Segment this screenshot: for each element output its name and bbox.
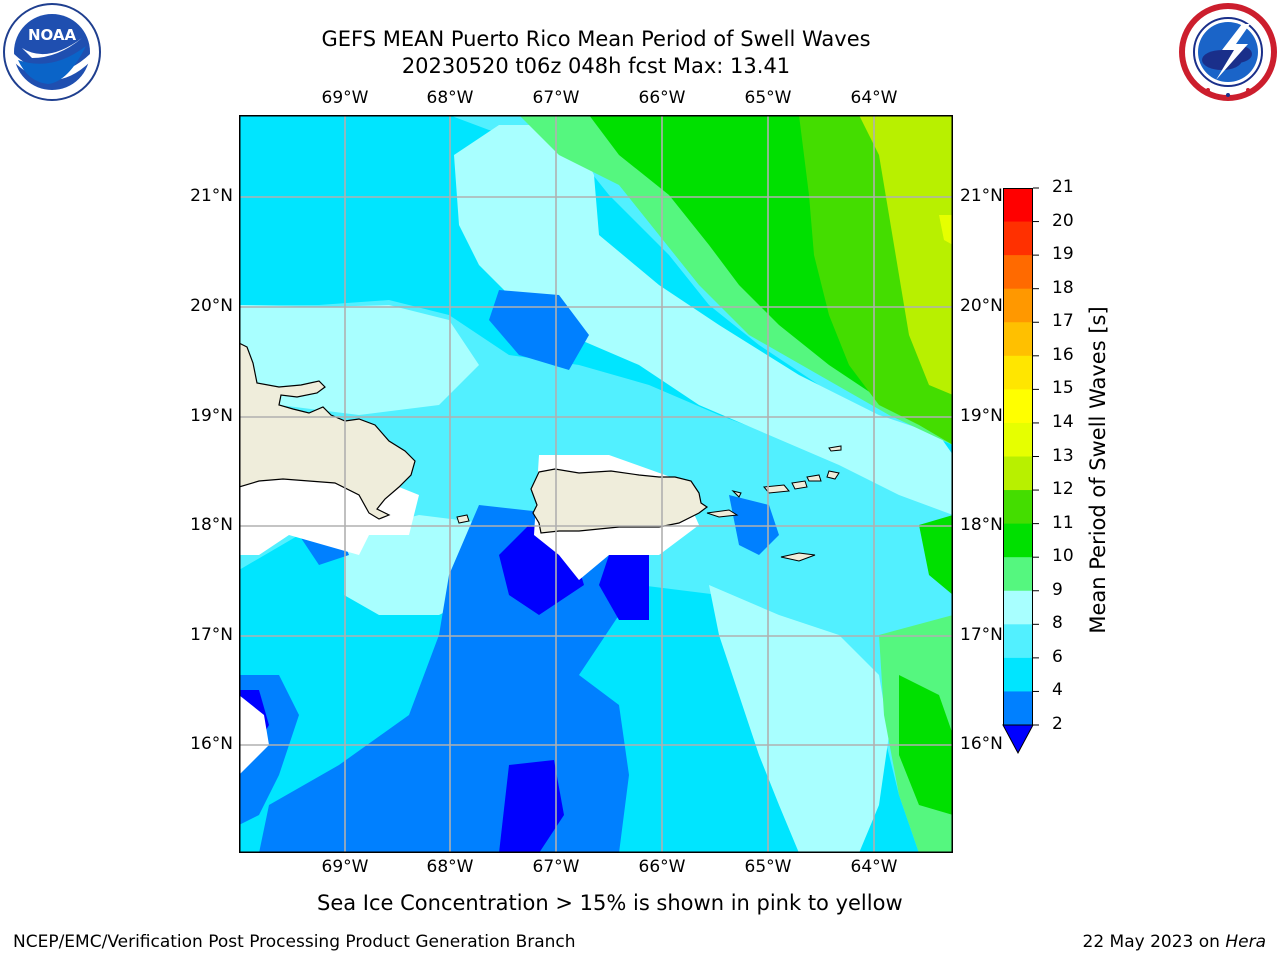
colorbar-tick-label: 15 bbox=[1052, 378, 1074, 399]
lat-label-left-17n: 17°N bbox=[190, 625, 233, 645]
swell-field-2-4-east bbox=[729, 495, 779, 555]
swell-field-8-9-southeast bbox=[709, 585, 889, 853]
colorbar-segment bbox=[1003, 590, 1033, 625]
colorbar-segment bbox=[1003, 657, 1033, 692]
lon-label-bottom-68w: 68°W bbox=[426, 857, 474, 877]
lat-label-right-20n: 20°N bbox=[960, 296, 1003, 316]
swell-field-12-13 bbox=[859, 115, 953, 395]
island-vieques bbox=[706, 509, 739, 518]
footer-machine: Hera bbox=[1225, 932, 1266, 952]
island-culebra bbox=[731, 490, 742, 498]
colorbar-segment bbox=[1003, 288, 1033, 323]
lon-label-top-65w: 65°W bbox=[744, 88, 792, 108]
lat-label-right-19n: 19°N bbox=[960, 406, 1003, 426]
colorbar-tick-label: 10 bbox=[1052, 546, 1074, 567]
swell-field-0-2-c bbox=[499, 760, 564, 853]
colorbar-frame bbox=[1003, 188, 1033, 726]
sea-ice-note: Sea Ice Concentration > 15% is shown in … bbox=[317, 891, 903, 915]
land-puerto-rico bbox=[530, 468, 709, 534]
lon-label-top-69w: 69°W bbox=[321, 88, 369, 108]
lat-label-right-16n: 16°N bbox=[960, 734, 1003, 754]
colorbar-segment bbox=[1003, 255, 1033, 290]
lat-label-right-21n: 21°N bbox=[960, 186, 1003, 206]
colorbar-tick-label: 4 bbox=[1052, 680, 1063, 701]
swell-period-map bbox=[239, 115, 953, 853]
colorbar-segment bbox=[1003, 624, 1033, 659]
colorbar-tick-label: 14 bbox=[1052, 411, 1074, 432]
colorbar-segment bbox=[1003, 422, 1033, 457]
colorbar-extend-arrow bbox=[1002, 724, 1034, 755]
colorbar-tick-label: 8 bbox=[1052, 613, 1063, 634]
colorbar-tick-label: 19 bbox=[1052, 244, 1074, 265]
colorbar-tick-label: 11 bbox=[1052, 512, 1074, 533]
lat-label-left-21n: 21°N bbox=[190, 186, 233, 206]
lat-label-left-20n: 20°N bbox=[190, 296, 233, 316]
noaa-logo: NOAA bbox=[3, 3, 101, 101]
colorbar-segment bbox=[1003, 490, 1033, 525]
lat-label-left-19n: 19°N bbox=[190, 406, 233, 426]
footer-date: 22 May 2023 on Hera bbox=[1083, 932, 1267, 952]
noaa-logo-text: NOAA bbox=[28, 26, 77, 44]
land-hispaniola bbox=[239, 342, 416, 520]
nws-logo bbox=[1179, 3, 1277, 101]
lon-label-bottom-64w: 64°W bbox=[850, 857, 898, 877]
lat-label-right-18n: 18°N bbox=[960, 515, 1003, 535]
island-st-croix bbox=[780, 552, 816, 562]
colorbar-tick-label: 12 bbox=[1052, 479, 1074, 500]
swell-field-13-14 bbox=[939, 215, 953, 245]
colorbar bbox=[1002, 187, 1039, 755]
colorbar-tick-label: 18 bbox=[1052, 277, 1074, 298]
map-grid bbox=[239, 115, 953, 853]
lon-label-top-66w: 66°W bbox=[638, 88, 686, 108]
swell-field-0-2-b bbox=[599, 555, 649, 620]
lon-label-bottom-65w: 65°W bbox=[744, 857, 792, 877]
lat-label-left-16n: 16°N bbox=[190, 734, 233, 754]
footer-date-text: 22 May 2023 on bbox=[1082, 932, 1226, 952]
lat-label-left-18n: 18°N bbox=[190, 515, 233, 535]
lon-label-top-67w: 67°W bbox=[532, 88, 580, 108]
island-st-john bbox=[791, 480, 808, 490]
island-tortola bbox=[806, 474, 822, 482]
colorbar-tick-label: 20 bbox=[1052, 210, 1074, 231]
colorbar-segment bbox=[1003, 221, 1033, 256]
island-mona bbox=[456, 514, 470, 524]
colorbar-tick-label: 6 bbox=[1052, 646, 1063, 667]
colorbar-segment bbox=[1003, 691, 1033, 726]
colorbar-segment bbox=[1003, 557, 1033, 592]
lon-label-top-64w: 64°W bbox=[850, 88, 898, 108]
colorbar-segment bbox=[1003, 456, 1033, 491]
map-frame bbox=[239, 115, 953, 853]
island-virgin-gorda bbox=[826, 470, 840, 480]
footer-credit: NCEP/EMC/Verification Post Processing Pr… bbox=[13, 932, 576, 952]
colorbar-segment bbox=[1003, 389, 1033, 424]
swell-field-2-4-north bbox=[489, 290, 589, 370]
colorbar-tick-label: 13 bbox=[1052, 445, 1074, 466]
map-title: GEFS MEAN Puerto Rico Mean Period of Swe… bbox=[321, 27, 871, 51]
colorbar-tick-label: 9 bbox=[1052, 579, 1063, 600]
colorbar-segment bbox=[1003, 523, 1033, 558]
colorbar-segment bbox=[1003, 355, 1033, 390]
lon-label-top-68w: 68°W bbox=[426, 88, 474, 108]
colorbar-segment bbox=[1003, 188, 1033, 223]
lat-label-right-17n: 17°N bbox=[960, 625, 1003, 645]
colorbar-tick-label: 21 bbox=[1052, 177, 1074, 197]
mask-southwest-corner bbox=[239, 695, 269, 775]
colorbar-tick-label: 2 bbox=[1052, 714, 1063, 734]
colorbar-segment bbox=[1003, 322, 1033, 357]
lon-label-bottom-69w: 69°W bbox=[321, 857, 369, 877]
colorbar-tick-label: 16 bbox=[1052, 344, 1074, 365]
lon-label-bottom-67w: 67°W bbox=[532, 857, 580, 877]
island-anegada bbox=[828, 445, 842, 452]
lon-label-bottom-66w: 66°W bbox=[638, 857, 686, 877]
swell-field-10-11-east bbox=[919, 515, 953, 595]
colorbar-tick-label: 17 bbox=[1052, 311, 1074, 332]
map-subtitle: 20230520 t06z 048h fcst Max: 13.41 bbox=[401, 54, 791, 78]
colorbar-label: Mean Period of Swell Waves [s] bbox=[1086, 306, 1110, 634]
